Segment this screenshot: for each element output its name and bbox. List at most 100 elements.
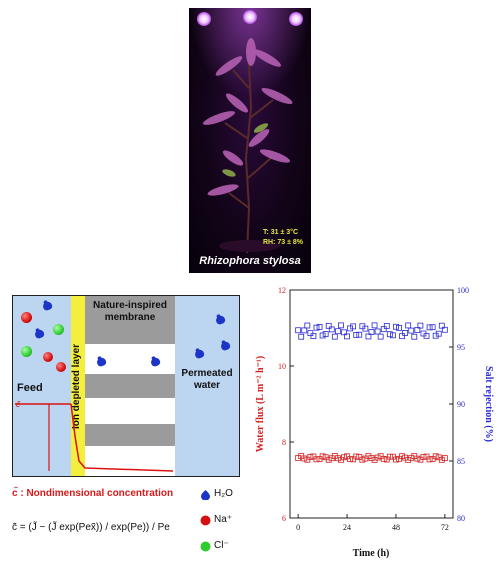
water-flux-point xyxy=(438,456,445,463)
membrane-schematic: Ion depleted layer Nature-inspired membr… xyxy=(12,295,240,477)
water-flux-point xyxy=(414,455,421,462)
salt-rejection-point xyxy=(426,324,433,331)
water-flux-point xyxy=(359,456,366,463)
x-tick-label: 0 xyxy=(296,523,300,532)
salt-rejection-point xyxy=(319,332,326,339)
grow-lamp xyxy=(289,12,303,26)
salt-rejection-point xyxy=(368,329,375,335)
x-axis-label: Time (h) xyxy=(353,548,390,559)
salt-rejection-point xyxy=(371,322,378,329)
right-y-axis-label: Salt rejection (%) xyxy=(483,366,494,442)
salt-rejection-point xyxy=(313,324,320,331)
water-flux-point xyxy=(374,454,381,461)
permeate-label: Permeated water xyxy=(181,368,233,391)
legend-label: Na⁺ xyxy=(214,514,233,525)
salt-rejection-point xyxy=(380,326,387,333)
water-flux-point xyxy=(295,455,302,461)
salt-rejection-point xyxy=(338,322,344,329)
water-flux-point xyxy=(432,453,439,460)
salt-rejection-point xyxy=(353,331,360,338)
permeate-zone xyxy=(175,296,239,476)
water-flux-point xyxy=(408,454,415,461)
salt-rejection-point xyxy=(389,332,396,339)
salt-rejection-point xyxy=(356,331,363,338)
salt-rejection-point xyxy=(377,333,384,340)
salt-rejection-point xyxy=(325,322,332,329)
plot-area xyxy=(289,289,454,519)
legend-label: Cl⁻ xyxy=(214,540,229,551)
sodium-ion-icon xyxy=(200,515,211,529)
mangrove-plant-illustration xyxy=(202,38,293,254)
water-flux-point xyxy=(353,453,360,460)
salt-rejection-point xyxy=(322,331,329,337)
salt-rejection-point xyxy=(304,322,311,329)
salt-rejection-point xyxy=(350,323,357,330)
left-y-tick-label: 6 xyxy=(282,514,286,523)
sodium-ion-icon xyxy=(56,362,66,372)
salt-rejection-point xyxy=(393,323,399,330)
humidity-label: RH: 73 ± 8% xyxy=(263,239,304,246)
right-y-tick-label: 100 xyxy=(457,286,469,295)
sodium-ion-icon xyxy=(21,312,32,323)
chloride-ion-icon xyxy=(21,346,32,357)
salt-rejection-point xyxy=(399,333,405,340)
water-flux-point xyxy=(319,453,326,460)
salt-rejection-point xyxy=(344,333,350,340)
grow-lamp xyxy=(243,10,257,24)
right-y-tick-label: 80 xyxy=(457,514,465,523)
feed-label: Feed xyxy=(17,382,43,394)
sodium-ion-icon xyxy=(43,352,53,362)
water-flux-point xyxy=(368,454,375,461)
salt-rejection-point xyxy=(347,325,354,332)
temperature-label: T: 31 ± 3°C xyxy=(263,229,299,236)
left-y-tick-label: 12 xyxy=(278,286,286,295)
salt-rejection-point xyxy=(328,326,335,333)
legend-label: H₂O xyxy=(214,488,233,499)
salt-rejection-point xyxy=(341,329,347,336)
salt-rejection-point xyxy=(298,333,305,340)
x-tick-label: 72 xyxy=(441,523,449,532)
chloride-ion-icon xyxy=(53,324,64,335)
grow-lamp xyxy=(197,12,211,26)
salt-rejection-point xyxy=(310,333,317,339)
salt-rejection-point xyxy=(414,327,421,333)
right-y-tick-label: 90 xyxy=(457,400,465,409)
left-y-axis-label: Water flux (L m⁻² h⁻¹) xyxy=(255,356,266,452)
water-flux-point xyxy=(307,454,314,460)
salt-rejection-point xyxy=(402,329,409,336)
water-flux-point xyxy=(365,453,372,459)
salt-rejection-point xyxy=(405,322,412,329)
water-flux-point xyxy=(441,455,448,462)
salt-rejection-point xyxy=(435,330,442,337)
salt-rejection-point xyxy=(295,327,302,334)
salt-rejection-point xyxy=(383,323,390,329)
chloride-ion-icon xyxy=(200,541,211,555)
water-flux-point xyxy=(380,455,387,462)
x-tick-label: 24 xyxy=(343,523,351,532)
salt-rejection-point xyxy=(374,328,381,335)
plant-photo: T: 31 ± 3°C RH: 73 ± 8% Rhizophora stylo… xyxy=(189,8,311,273)
salt-rejection-point xyxy=(331,333,338,340)
salt-rejection-point xyxy=(316,324,323,330)
membrane-zone: Nature-inspired membrane xyxy=(85,296,175,476)
water-flux-point xyxy=(347,456,354,462)
water-flux-point xyxy=(325,456,332,463)
chart-canvas: 0 24 48 72 6 8 10 12 80 85 90 95 100 Time (h) Wate… xyxy=(255,286,494,559)
water-flux-point xyxy=(426,456,433,463)
water-flux-point xyxy=(405,456,412,463)
salt-rejection-point xyxy=(432,332,439,339)
left-y-tick-label: 10 xyxy=(278,362,286,371)
salt-rejection-point xyxy=(365,333,372,340)
stability-chart: 0 24 48 72 6 8 10 12 80 85 90 95 100 Time (h) Wate… xyxy=(250,280,495,565)
profile-axis-label: c̃ xyxy=(16,400,20,409)
salt-rejection-point xyxy=(438,322,445,329)
concentration-profile xyxy=(15,403,174,472)
water-flux-point xyxy=(399,453,405,460)
concentration-equation: c̃ = (J̃ − (J̃ exp(Pex̃)) / exp(Pe)) / P… xyxy=(12,522,170,533)
water-molecule-icon xyxy=(200,489,211,503)
concentration-definition: c̃ : Nondimensional concentration xyxy=(12,488,174,499)
water-flux-point xyxy=(393,456,399,463)
water-flux-point xyxy=(386,453,393,460)
salt-rejection-point xyxy=(408,327,415,334)
left-y-tick-label: 8 xyxy=(282,438,286,447)
